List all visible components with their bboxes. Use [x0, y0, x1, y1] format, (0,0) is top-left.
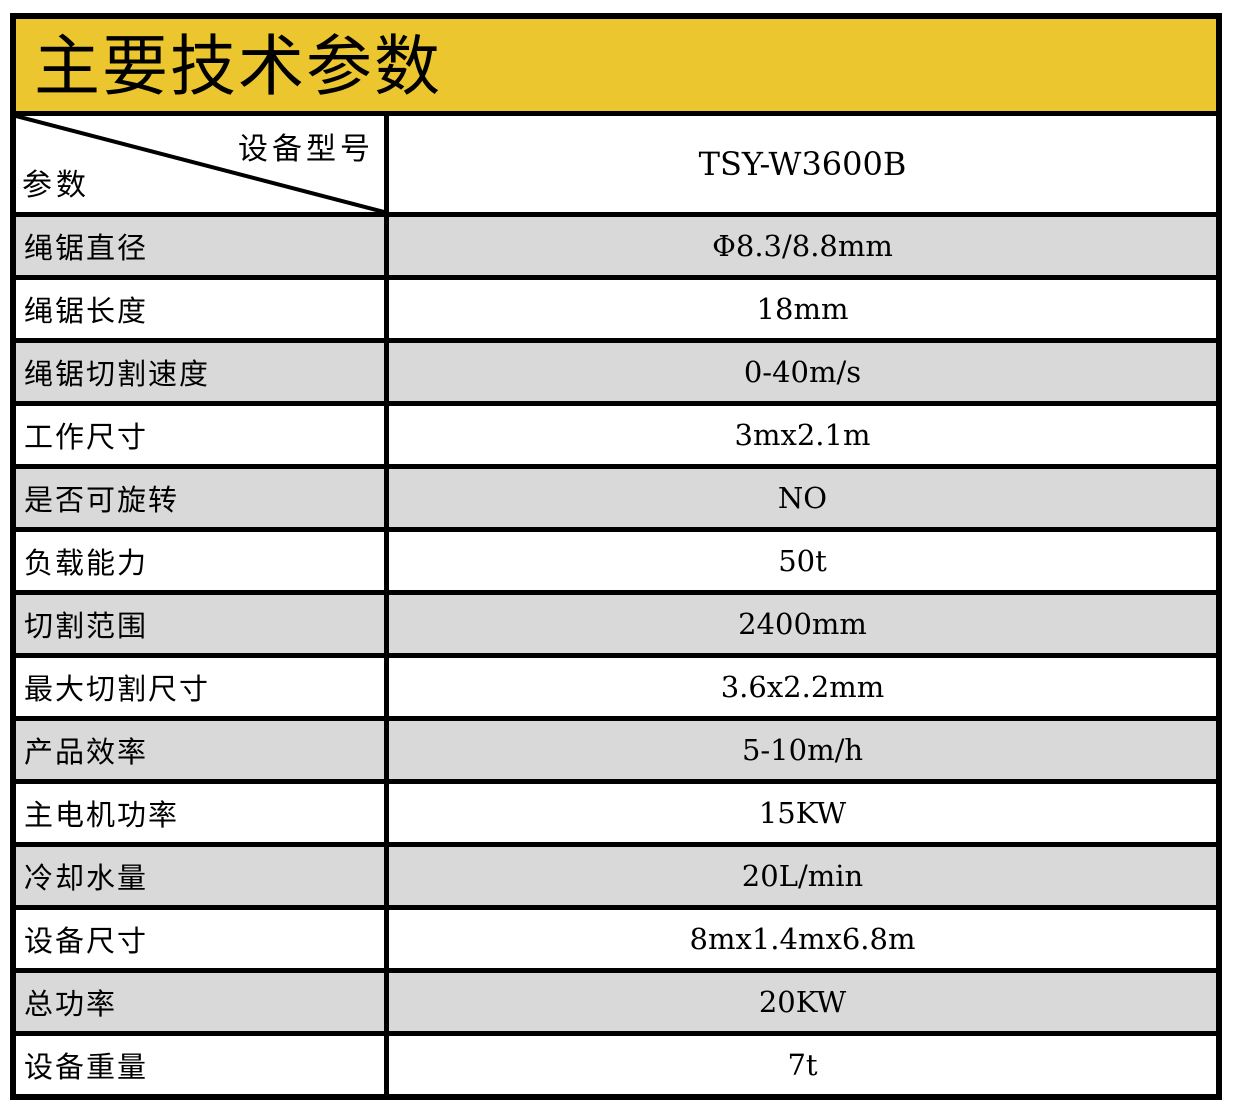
table-row: 设备重量 7t	[16, 1031, 1216, 1094]
header-model-label: 设备型号	[238, 132, 374, 167]
param-value-cell: Φ8.3/8.8mm	[712, 229, 893, 263]
param-value-cell: 2400mm	[738, 607, 867, 641]
param-label-cell: 冷却水量	[16, 847, 389, 905]
table-body: 绳锯直径 Φ8.3/8.8mm 绳锯长度 18mm 绳锯切割速度 0-40m/s…	[16, 212, 1216, 1094]
title-banner: 主要技术参数	[16, 19, 1216, 116]
param-label-cell: 是否可旋转	[16, 469, 389, 527]
page-title: 主要技术参数	[34, 28, 442, 105]
param-label-cell: 绳锯切割速度	[16, 343, 389, 401]
param-value-cell: 3mx2.1m	[734, 418, 871, 452]
header-param-label: 参数	[22, 168, 90, 203]
table-row: 主电机功率 15KW	[16, 779, 1216, 842]
param-value-cell: 7t	[787, 1048, 818, 1082]
table-row: 工作尺寸 3mx2.1m	[16, 401, 1216, 464]
model-value-cell: TSY-W3600B	[698, 145, 907, 183]
param-label-cell: 绳锯直径	[16, 217, 389, 275]
param-label-cell: 绳锯长度	[16, 280, 389, 338]
spec-table: 主要技术参数 设备型号 参数 TSY-W3600B 绳锯直径 Φ8.3/8.8m…	[10, 13, 1222, 1100]
table-row: 绳锯长度 18mm	[16, 275, 1216, 338]
table-row: 切割范围 2400mm	[16, 590, 1216, 653]
param-label-cell: 切割范围	[16, 595, 389, 653]
diagonal-divider-line	[16, 116, 384, 212]
table-row: 冷却水量 20L/min	[16, 842, 1216, 905]
param-label-cell: 主电机功率	[16, 784, 389, 842]
param-label-cell: 产品效率	[16, 721, 389, 779]
table-header-row: 设备型号 参数 TSY-W3600B	[16, 116, 1216, 212]
table-row: 绳锯直径 Φ8.3/8.8mm	[16, 212, 1216, 275]
param-label-cell: 设备重量	[16, 1036, 389, 1094]
table-row: 产品效率 5-10m/h	[16, 716, 1216, 779]
param-value-cell: 3.6x2.2mm	[720, 670, 885, 704]
table-row: 是否可旋转 NO	[16, 464, 1216, 527]
param-value-cell: NO	[777, 481, 828, 515]
param-value-cell: 18mm	[756, 292, 849, 326]
param-value-cell: 20KW	[758, 985, 847, 1019]
table-row: 设备尺寸 8mx1.4mx6.8m	[16, 905, 1216, 968]
param-label-cell: 工作尺寸	[16, 406, 389, 464]
param-value-cell: 0-40m/s	[743, 355, 862, 389]
table-row: 绳锯切割速度 0-40m/s	[16, 338, 1216, 401]
table-row: 总功率 20KW	[16, 968, 1216, 1031]
table-row: 最大切割尺寸 3.6x2.2mm	[16, 653, 1216, 716]
table-row: 负载能力 50t	[16, 527, 1216, 590]
param-value-cell: 20L/min	[741, 859, 864, 893]
param-value-cell: 5-10m/h	[741, 733, 864, 767]
param-label-cell: 最大切割尺寸	[16, 658, 389, 716]
param-label-cell: 总功率	[16, 973, 389, 1031]
param-value-cell: 15KW	[758, 796, 847, 830]
param-label-cell: 负载能力	[16, 532, 389, 590]
param-label-cell: 设备尺寸	[16, 910, 389, 968]
param-value-cell: 50t	[778, 544, 827, 578]
param-value-cell: 8mx1.4mx6.8m	[689, 922, 916, 956]
diagonal-header-cell: 设备型号 参数	[16, 116, 389, 212]
